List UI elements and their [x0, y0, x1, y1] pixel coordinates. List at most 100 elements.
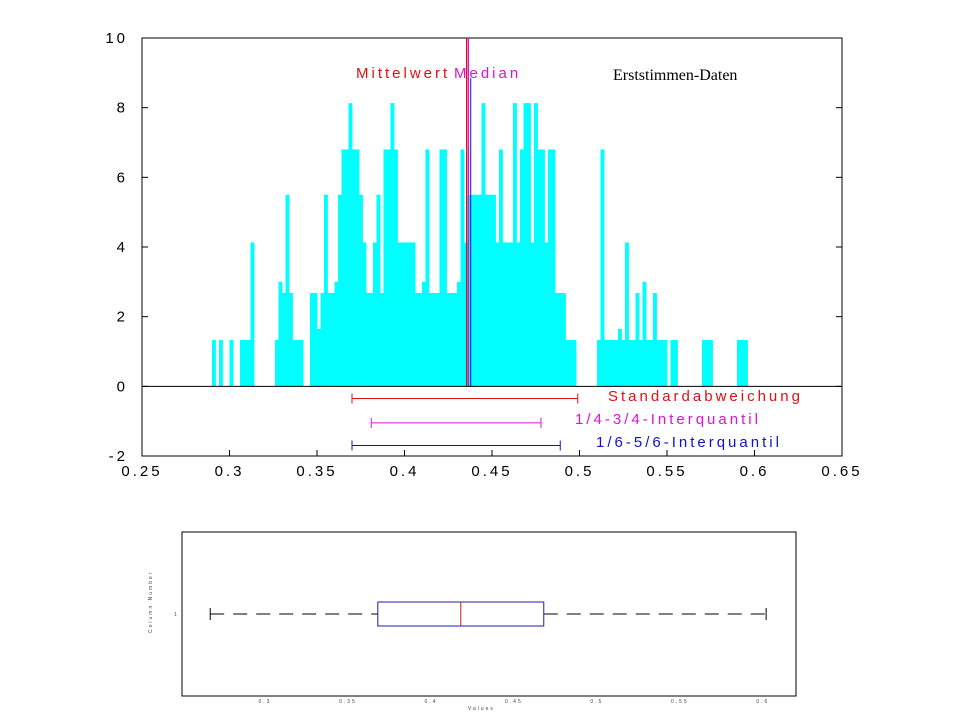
histogram-bar-4	[243, 340, 248, 387]
histogram-bar-31	[366, 292, 370, 387]
histogram-bar-69	[499, 149, 503, 387]
histogram-bar-43	[408, 242, 412, 387]
histogram-bar-118	[744, 340, 748, 387]
x-tick-label-7: 0.6	[740, 463, 770, 480]
histogram-bar-95	[611, 340, 615, 387]
histogram-bar-85	[555, 292, 559, 387]
histogram-bar-22	[334, 281, 339, 387]
histogram-bar-7	[275, 340, 279, 387]
histogram-bar-84	[551, 149, 556, 387]
histogram-bar-26	[348, 103, 353, 387]
boxplot-x-tick-label-2: 0.4	[424, 699, 437, 705]
x-tick-label-1: 0.3	[215, 463, 245, 480]
histogram-bar-28	[355, 149, 360, 387]
histogram-bar-117	[740, 340, 745, 387]
histogram-bar-14	[299, 340, 304, 387]
histogram-bar-98	[621, 340, 626, 387]
interval-label-std: Standardabweichung	[608, 388, 803, 405]
histogram-bar-40	[397, 242, 402, 387]
histogram-bar-74	[516, 242, 521, 387]
x-tick-label-4: 0.45	[471, 463, 512, 480]
histogram-bar-19	[324, 194, 328, 387]
histogram-bar-79	[534, 103, 538, 387]
boxplot-x-tick-label-6: 0.6	[756, 699, 769, 705]
x-axis-ticks: 0.25 0.3 0.35 0.4 0.45 0.5 0.55 0.6 0.65	[121, 450, 860, 480]
mean-label: Mittelwert	[356, 65, 450, 82]
histogram-bar-1	[219, 340, 223, 387]
histogram-bar-49	[429, 292, 433, 387]
histogram-bar-66	[488, 194, 493, 387]
histogram-bar-55	[450, 292, 454, 387]
histogram-bar-97	[618, 328, 622, 387]
histogram-bar-67	[492, 194, 496, 387]
histogram-bar-10	[285, 194, 290, 387]
boxplot-ylabel: Column Number	[148, 571, 154, 633]
histogram-bar-6	[250, 242, 255, 387]
histogram-bar-73	[513, 103, 517, 387]
histogram-bar-94	[607, 340, 612, 387]
histogram-bar-0	[212, 340, 216, 387]
histogram-bar-11	[289, 292, 293, 387]
histogram-bar-29	[359, 194, 363, 387]
histogram-bar-65	[485, 194, 489, 387]
histogram-bar-44	[411, 242, 416, 387]
boxplot-x-tick-label-0: 0.3	[258, 699, 271, 705]
histogram-bar-24	[341, 149, 346, 387]
histogram-bar-96	[614, 340, 619, 387]
histogram-bar-70	[502, 242, 507, 387]
histogram-bar-17	[317, 328, 321, 387]
histogram-bar-101	[632, 340, 636, 387]
boxplot-marks	[209, 601, 767, 627]
histogram-bar-2	[229, 340, 234, 387]
histogram-bar-64	[481, 103, 486, 387]
histogram-bar-114	[705, 340, 710, 387]
histogram-bar-76	[523, 103, 528, 387]
histogram-bar-109	[660, 340, 664, 387]
boxplot-x-tick-label-4: 0.5	[590, 699, 603, 705]
histogram-bar-112	[674, 340, 678, 387]
histogram-bar-82	[544, 242, 549, 387]
interval-label-sextile: 1/6-5/6-Interquantil	[596, 434, 782, 451]
histogram-bar-25	[345, 149, 349, 387]
histogram-bar-20	[327, 292, 332, 387]
x-tick-label-2: 0.35	[296, 463, 337, 480]
histogram-bar-52	[439, 149, 444, 387]
y-tick-label-1: 8	[117, 100, 128, 117]
histogram-bar-47	[422, 281, 426, 387]
histogram-bar-108	[656, 340, 661, 387]
x-tick-label-5: 0.5	[565, 463, 595, 480]
boxplot-category-label: 1	[174, 612, 179, 618]
histogram-bar-78	[530, 242, 535, 387]
boxplot-x-tick-label-5: 0.55	[671, 699, 689, 705]
histogram-bar-3	[240, 340, 244, 387]
histogram-bar-50	[432, 292, 437, 387]
boxplot-panel: 0.3 0.35 0.4 0.45 0.5 0.55 0.6 Column Number 1…	[148, 531, 797, 712]
reference-lines	[465, 38, 472, 387]
histogram-bar-37	[387, 149, 391, 387]
y-tick-label-5: 0	[117, 378, 128, 395]
histogram-bar-12	[292, 340, 297, 387]
histogram-bar-105	[646, 340, 650, 387]
histogram-bar-23	[338, 194, 342, 387]
x-tick-label-6: 0.55	[646, 463, 687, 480]
histogram-bar-30	[362, 242, 367, 387]
histogram-bar-56	[453, 292, 458, 387]
interval-lines	[351, 393, 579, 451]
boxplot-x-tick-label-3: 0.45	[505, 699, 523, 705]
histogram-bar-91	[597, 340, 601, 387]
interval-label-quartile: 1/4-3/4-Interquantil	[575, 411, 761, 428]
histogram-bar-103	[639, 340, 643, 387]
histogram-bar-5	[247, 340, 251, 387]
histogram-bar-102	[635, 292, 640, 387]
x-tick-label-3: 0.4	[390, 463, 420, 480]
histogram-bar-21	[331, 292, 335, 387]
histogram-bar-80	[537, 149, 542, 387]
histogram-bar-87	[562, 292, 566, 387]
histogram-bar-36	[383, 149, 388, 387]
histogram-bar-90	[572, 340, 577, 387]
histogram-bar-34	[376, 194, 381, 387]
histogram-bar-61	[471, 194, 475, 387]
histogram-bar-100	[628, 340, 633, 387]
y-tick-label-3: 4	[117, 239, 128, 256]
